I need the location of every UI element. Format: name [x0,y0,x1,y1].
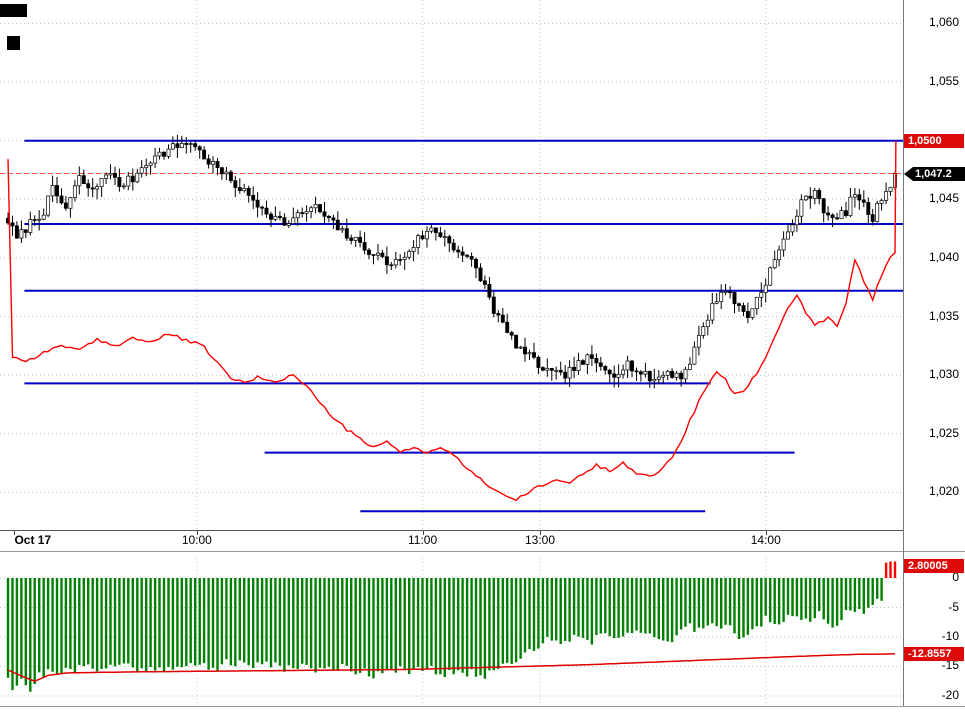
price-axis-label: 1,045 [928,191,959,206]
time-axis-label: 10:00 [181,533,212,547]
indicator-axis-label: -20 [941,687,959,702]
time-axis-tick [196,530,198,535]
price-axis-label: 1,020 [928,484,959,499]
indicator-axis-label: -10 [941,629,959,643]
signal-value-tag: -12.8557 [904,647,964,661]
time-axis-tick [540,530,541,535]
indicator-chart-bottom-border [0,706,965,707]
overlay-price-tag: 1,0500 [904,134,964,148]
time-axis-label: Oct 17 [14,533,52,547]
chart-corner-marker [0,4,27,17]
indicator-axis-label: -15 [941,658,959,673]
price-axis-label: 1,055 [928,74,959,89]
indicator-axis-label: 0 [952,570,959,585]
price-axis-label: 1,030 [928,367,959,382]
bid-price-tag: 1,047.2 [904,167,965,181]
time-axis-label: 11:00 [408,533,438,547]
time-axis-label: 13:00 [524,533,555,547]
price-chart[interactable] [0,0,903,530]
panel-separator-line [0,551,965,552]
time-axis-tick [14,530,16,535]
price-axis-label: 1,025 [928,425,959,440]
axis-separator-line [903,0,904,706]
indicator-axis-label: -5 [948,599,959,614]
time-axis-tick [765,530,767,535]
histogram-value-tag: 2.80005 [904,559,964,573]
price-axis-label: 1,060 [928,15,959,30]
time-axis-tick [422,530,424,535]
price-axis-label: 1,040 [928,249,959,264]
price-axis-label: 1,035 [928,308,959,323]
time-axis-label: 14:00 [750,533,781,547]
chart-corner-marker-2 [7,36,20,50]
price-chart-bottom-border [0,530,903,531]
indicator-chart[interactable] [0,558,903,706]
